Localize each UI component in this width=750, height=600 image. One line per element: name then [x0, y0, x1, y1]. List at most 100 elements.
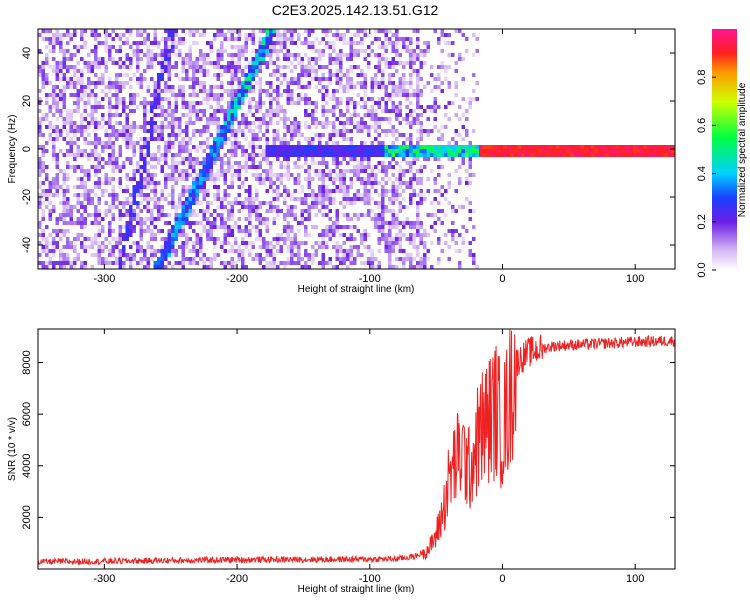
spectrogram-cell — [419, 241, 423, 245]
spectrogram-cell — [255, 153, 259, 157]
spectrogram-cell — [118, 153, 122, 157]
spectrogram-cell — [356, 169, 360, 173]
spectrogram-cell — [132, 121, 136, 125]
spectrogram-cell — [349, 197, 353, 201]
spectrogram-cell — [125, 141, 129, 145]
spectrogram-cell — [440, 65, 444, 69]
spectrogram-cell — [97, 57, 101, 61]
spectrogram-cell — [293, 181, 297, 185]
spectrogram-cell — [297, 149, 301, 153]
spectrogram-cell — [374, 29, 378, 33]
spectrogram-cell — [45, 61, 49, 65]
spectrogram-cell — [94, 233, 98, 237]
spectrogram-cell — [300, 165, 304, 169]
spectrogram-cell — [174, 261, 178, 265]
spectrogram-cell — [188, 113, 192, 117]
spectrogram-cell — [391, 165, 395, 169]
spectrogram-cell — [174, 101, 178, 105]
spectrogram-cell — [234, 221, 238, 225]
spectrogram-cell — [363, 237, 367, 241]
spectrogram-cell — [419, 105, 423, 109]
spectrogram-cell — [181, 245, 185, 249]
spectrogram-cell — [153, 205, 157, 209]
spectrogram-cell — [38, 97, 42, 101]
spectrogram-cell — [150, 93, 154, 97]
spectrogram-cell — [62, 181, 66, 185]
spectrogram-cell — [160, 165, 164, 169]
spectrogram-cell — [342, 37, 346, 41]
spectrogram-cell — [216, 253, 220, 257]
spectrogram-cell — [262, 29, 266, 33]
spectrogram-cell — [416, 245, 420, 249]
spectrogram-cell — [402, 65, 406, 69]
spectrogram-cell — [283, 189, 287, 193]
spectrogram-cell — [290, 245, 294, 249]
spectrogram-cell — [132, 197, 136, 201]
spectrogram-cell — [423, 197, 427, 201]
spectrogram-cell — [370, 173, 374, 177]
spectrogram-cell — [122, 225, 126, 229]
spectrogram-cell — [195, 213, 199, 217]
spectrogram-cell — [346, 81, 350, 85]
spectrogram-cell — [139, 225, 143, 229]
spectrogram-cell — [202, 141, 206, 145]
spectrogram-cell — [412, 117, 416, 121]
spectrogram-cell — [185, 141, 189, 145]
spectrogram-cell — [230, 125, 234, 129]
spectrogram-cell — [94, 157, 98, 161]
spectrogram-cell — [234, 141, 238, 145]
spectrogram-cell — [157, 261, 161, 265]
spectrogram-cell — [206, 217, 210, 221]
spectrogram-cell — [76, 137, 80, 141]
spectrogram-cell — [220, 97, 224, 101]
spectrogram-cell — [472, 209, 476, 213]
spectrogram-cell — [433, 97, 437, 101]
spectrogram-cell — [199, 161, 203, 165]
spectrogram-cell — [377, 141, 381, 145]
spectrogram-cell — [87, 121, 91, 125]
spectrogram-cell — [83, 193, 87, 197]
spectrogram-cell — [111, 29, 115, 33]
spectrogram-cell — [286, 189, 290, 193]
spectrogram-cell — [402, 89, 406, 93]
spectrogram-cell — [223, 177, 227, 181]
spectrogram-cell — [265, 49, 269, 53]
spectrogram-cell — [286, 157, 290, 161]
spectrogram-cell — [223, 193, 227, 197]
spectrogram-cell — [213, 209, 217, 213]
spectrogram-cell — [115, 105, 119, 109]
spectrogram-cell — [384, 205, 388, 209]
spectrogram-cell — [255, 193, 259, 197]
spectrogram-cell — [94, 125, 98, 129]
spectrogram-cell — [101, 225, 105, 229]
spectrogram-cell — [360, 121, 364, 125]
spectrogram-cell — [66, 133, 70, 137]
spectrogram-cell — [97, 185, 101, 189]
spectrogram-cell — [384, 65, 388, 69]
spectrogram-cell — [363, 49, 367, 53]
spectrogram-cell — [258, 145, 262, 149]
spectrogram-cell — [265, 177, 269, 181]
spectrogram-cell — [171, 253, 175, 257]
spectrogram-cell — [293, 53, 297, 57]
spectrogram-cell — [146, 193, 150, 197]
spectrogram-cell — [164, 113, 168, 117]
spectrogram-cell — [402, 233, 406, 237]
spectrogram-cell — [160, 65, 164, 69]
spectrogram-cell — [395, 257, 399, 261]
spectrogram-cell — [206, 229, 210, 233]
spectrogram-cell — [101, 73, 105, 77]
spectrogram-cell — [174, 181, 178, 185]
spectrogram-cell — [388, 109, 392, 113]
spectrogram-cell — [66, 237, 70, 241]
spectrogram-cell — [90, 141, 94, 145]
spectrogram-cell — [160, 129, 164, 133]
spectrogram-cell — [412, 177, 416, 181]
spectrogram-cell — [426, 233, 430, 237]
spectrogram-cell — [188, 197, 192, 201]
spectrogram-cell — [216, 125, 220, 129]
spectrogram-cell — [115, 205, 119, 209]
spectrogram-cell — [265, 209, 269, 213]
spectrogram-cell — [363, 81, 367, 85]
spectrogram-cell — [339, 101, 343, 105]
